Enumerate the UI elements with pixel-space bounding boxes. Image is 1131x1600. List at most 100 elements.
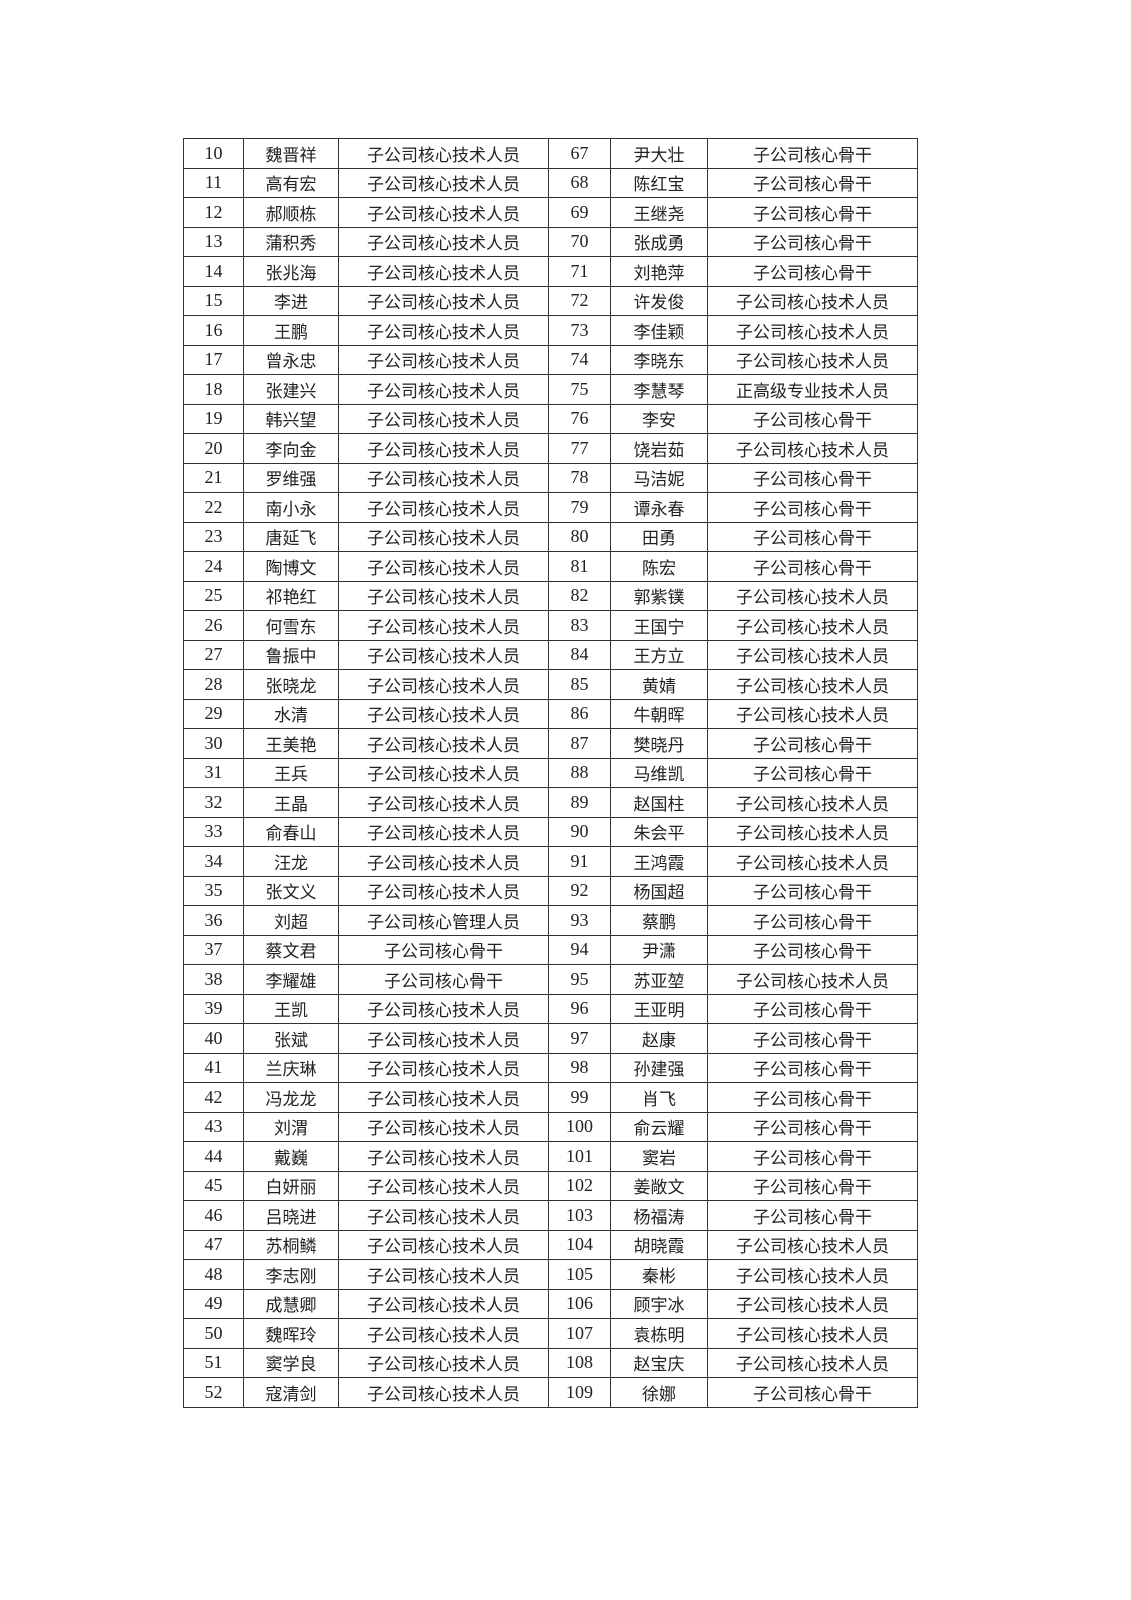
row-number-cell: 93 bbox=[548, 905, 611, 936]
row-number-cell: 47 bbox=[183, 1229, 244, 1260]
row-number-cell: 16 bbox=[183, 315, 244, 346]
position-category-cell: 子公司核心技术人员 bbox=[707, 610, 918, 641]
person-name-cell: 蔡文君 bbox=[243, 934, 339, 965]
person-name-cell: 苏桐鳞 bbox=[243, 1229, 339, 1260]
position-category-cell: 子公司核心技术人员 bbox=[338, 698, 549, 729]
person-name-cell: 牛朝晖 bbox=[610, 698, 708, 729]
table-row: 14 张兆海 子公司核心技术人员 71 刘艳萍 子公司核心骨干 bbox=[183, 256, 918, 287]
position-category-cell: 子公司核心技术人员 bbox=[338, 285, 549, 316]
position-category-cell: 子公司核心技术人员 bbox=[338, 580, 549, 611]
position-category-cell: 子公司核心技术人员 bbox=[707, 344, 918, 375]
row-number-cell: 72 bbox=[548, 285, 611, 316]
person-name-cell: 罗维强 bbox=[243, 462, 339, 493]
row-number-cell: 12 bbox=[183, 197, 244, 228]
table-row: 17 曾永忠 子公司核心技术人员 74 李晓东 子公司核心技术人员 bbox=[183, 344, 918, 375]
row-number-cell: 15 bbox=[183, 285, 244, 316]
row-number-cell: 95 bbox=[548, 964, 611, 995]
person-name-cell: 王鸿霞 bbox=[610, 846, 708, 877]
person-name-cell: 兰庆琳 bbox=[243, 1052, 339, 1083]
position-category-cell: 子公司核心骨干 bbox=[707, 993, 918, 1024]
position-category-cell: 子公司核心技术人员 bbox=[338, 610, 549, 641]
row-number-cell: 13 bbox=[183, 226, 244, 257]
position-category-cell: 子公司核心技术人员 bbox=[338, 433, 549, 464]
position-category-cell: 子公司核心技术人员 bbox=[338, 1288, 549, 1319]
position-category-cell: 子公司核心骨干 bbox=[707, 757, 918, 788]
person-name-cell: 马维凯 bbox=[610, 757, 708, 788]
row-number-cell: 99 bbox=[548, 1082, 611, 1113]
person-name-cell: 杨福涛 bbox=[610, 1200, 708, 1231]
position-category-cell: 子公司核心骨干 bbox=[707, 256, 918, 287]
row-number-cell: 40 bbox=[183, 1023, 244, 1054]
person-name-cell: 白妍丽 bbox=[243, 1170, 339, 1201]
row-number-cell: 74 bbox=[548, 344, 611, 375]
row-number-cell: 100 bbox=[548, 1111, 611, 1142]
row-number-cell: 30 bbox=[183, 728, 244, 759]
row-number-cell: 38 bbox=[183, 964, 244, 995]
row-number-cell: 101 bbox=[548, 1141, 611, 1172]
person-name-cell: 朱会平 bbox=[610, 816, 708, 847]
row-number-cell: 67 bbox=[548, 138, 611, 169]
person-name-cell: 陈宏 bbox=[610, 551, 708, 582]
position-category-cell: 子公司核心技术人员 bbox=[338, 1111, 549, 1142]
row-number-cell: 28 bbox=[183, 669, 244, 700]
person-name-cell: 祁艳红 bbox=[243, 580, 339, 611]
position-category-cell: 子公司核心技术人员 bbox=[338, 315, 549, 346]
position-category-cell: 子公司核心技术人员 bbox=[338, 1377, 549, 1408]
person-name-cell: 肖飞 bbox=[610, 1082, 708, 1113]
position-category-cell: 正高级专业技术人员 bbox=[707, 374, 918, 405]
position-category-cell: 子公司核心技术人员 bbox=[338, 846, 549, 877]
position-category-cell: 子公司核心骨干 bbox=[707, 197, 918, 228]
position-category-cell: 子公司核心技术人员 bbox=[338, 728, 549, 759]
position-category-cell: 子公司核心技术人员 bbox=[338, 1259, 549, 1290]
position-category-cell: 子公司核心技术人员 bbox=[338, 993, 549, 1024]
person-name-cell: 张成勇 bbox=[610, 226, 708, 257]
person-name-cell: 窦学良 bbox=[243, 1347, 339, 1378]
position-category-cell: 子公司核心技术人员 bbox=[338, 1023, 549, 1054]
position-category-cell: 子公司核心骨干 bbox=[707, 1052, 918, 1083]
table-row: 41 兰庆琳 子公司核心技术人员 98 孙建强 子公司核心骨干 bbox=[183, 1052, 918, 1083]
position-category-cell: 子公司核心技术人员 bbox=[338, 462, 549, 493]
position-category-cell: 子公司核心骨干 bbox=[707, 551, 918, 582]
person-name-cell: 谭永春 bbox=[610, 492, 708, 523]
person-name-cell: 饶岩茹 bbox=[610, 433, 708, 464]
row-number-cell: 25 bbox=[183, 580, 244, 611]
row-number-cell: 31 bbox=[183, 757, 244, 788]
person-name-cell: 王方立 bbox=[610, 639, 708, 670]
row-number-cell: 75 bbox=[548, 374, 611, 405]
position-category-cell: 子公司核心技术人员 bbox=[338, 344, 549, 375]
person-name-cell: 李佳颖 bbox=[610, 315, 708, 346]
person-name-cell: 田勇 bbox=[610, 521, 708, 552]
table-row: 52 寇清剑 子公司核心技术人员 109 徐娜 子公司核心骨干 bbox=[183, 1377, 918, 1408]
table-row: 12 郝顺栋 子公司核心技术人员 69 王继尧 子公司核心骨干 bbox=[183, 197, 918, 228]
table-row: 40 张斌 子公司核心技术人员 97 赵康 子公司核心骨干 bbox=[183, 1023, 918, 1054]
position-category-cell: 子公司核心技术人员 bbox=[338, 875, 549, 906]
position-category-cell: 子公司核心技术人员 bbox=[338, 197, 549, 228]
row-number-cell: 96 bbox=[548, 993, 611, 1024]
person-name-cell: 张兆海 bbox=[243, 256, 339, 287]
person-name-cell: 张文义 bbox=[243, 875, 339, 906]
person-name-cell: 李向金 bbox=[243, 433, 339, 464]
table-row: 30 王美艳 子公司核心技术人员 87 樊晓丹 子公司核心骨干 bbox=[183, 728, 918, 759]
row-number-cell: 52 bbox=[183, 1377, 244, 1408]
row-number-cell: 106 bbox=[548, 1288, 611, 1319]
row-number-cell: 50 bbox=[183, 1318, 244, 1349]
row-number-cell: 43 bbox=[183, 1111, 244, 1142]
table-row: 32 王晶 子公司核心技术人员 89 赵国柱 子公司核心技术人员 bbox=[183, 787, 918, 818]
table-row: 33 俞春山 子公司核心技术人员 90 朱会平 子公司核心技术人员 bbox=[183, 816, 918, 847]
person-name-cell: 寇清剑 bbox=[243, 1377, 339, 1408]
position-category-cell: 子公司核心骨干 bbox=[338, 964, 549, 995]
table-row: 18 张建兴 子公司核心技术人员 75 李慧琴 正高级专业技术人员 bbox=[183, 374, 918, 405]
row-number-cell: 105 bbox=[548, 1259, 611, 1290]
position-category-cell: 子公司核心骨干 bbox=[707, 934, 918, 965]
row-number-cell: 19 bbox=[183, 403, 244, 434]
table-row: 35 张文义 子公司核心技术人员 92 杨国超 子公司核心骨干 bbox=[183, 875, 918, 906]
position-category-cell: 子公司核心技术人员 bbox=[707, 698, 918, 729]
table-row: 15 李进 子公司核心技术人员 72 许发俊 子公司核心技术人员 bbox=[183, 285, 918, 316]
position-category-cell: 子公司核心技术人员 bbox=[707, 1347, 918, 1378]
table-row: 27 鲁振中 子公司核心技术人员 84 王方立 子公司核心技术人员 bbox=[183, 639, 918, 670]
position-category-cell: 子公司核心骨干 bbox=[707, 1170, 918, 1201]
row-number-cell: 73 bbox=[548, 315, 611, 346]
row-number-cell: 37 bbox=[183, 934, 244, 965]
position-category-cell: 子公司核心骨干 bbox=[707, 1377, 918, 1408]
person-name-cell: 俞春山 bbox=[243, 816, 339, 847]
